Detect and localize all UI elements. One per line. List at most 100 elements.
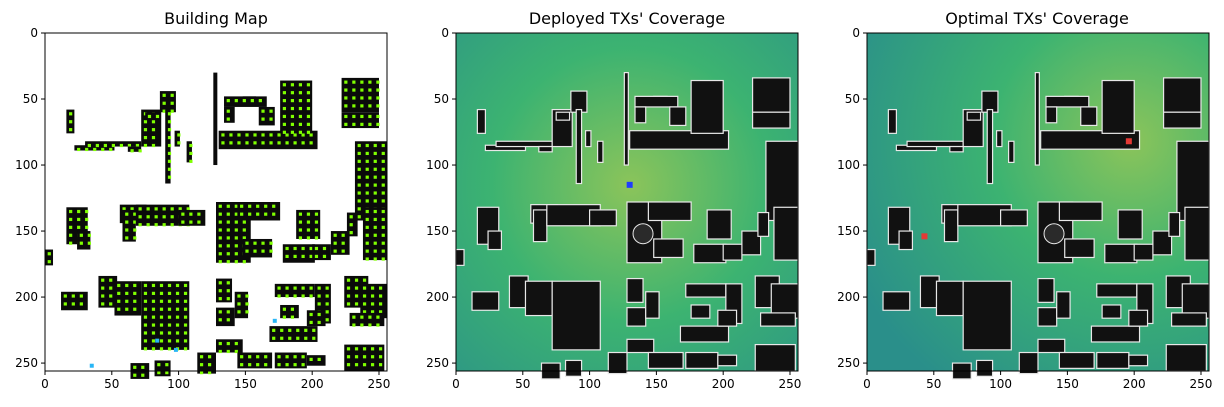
building bbox=[690, 79, 724, 134]
building bbox=[741, 230, 762, 256]
building bbox=[1162, 111, 1202, 129]
candidate-site bbox=[234, 349, 238, 354]
candidate-site bbox=[376, 88, 380, 92]
candidate-site bbox=[125, 299, 129, 303]
candidate-site bbox=[143, 299, 148, 303]
x-tick-label: 150 bbox=[234, 377, 257, 391]
building bbox=[588, 209, 617, 227]
y-tick-label: 150 bbox=[426, 224, 449, 238]
candidate-site bbox=[237, 133, 241, 137]
candidate-site bbox=[277, 286, 281, 290]
candidate-site bbox=[133, 228, 137, 232]
building bbox=[1101, 304, 1122, 319]
building bbox=[145, 112, 159, 121]
candidate-site bbox=[143, 347, 148, 351]
candidate-site bbox=[79, 241, 83, 245]
candidate-site bbox=[125, 228, 129, 232]
candidate-site bbox=[264, 363, 268, 367]
candidate-site bbox=[226, 117, 230, 121]
candidate-site bbox=[293, 254, 297, 259]
candidate-site bbox=[352, 122, 356, 126]
building bbox=[999, 209, 1028, 227]
highlight-site bbox=[173, 347, 178, 352]
candidate-site bbox=[314, 254, 319, 259]
candidate-site bbox=[157, 363, 161, 367]
building bbox=[1090, 325, 1141, 343]
candidate-site bbox=[183, 323, 188, 327]
candidate-site bbox=[130, 207, 134, 211]
building bbox=[1034, 72, 1040, 166]
transmitter-marker bbox=[626, 181, 633, 188]
candidate-site bbox=[357, 215, 361, 219]
candidate-site bbox=[301, 294, 305, 298]
candidate-site bbox=[218, 289, 222, 293]
candidate-site bbox=[85, 225, 89, 229]
candidate-site bbox=[362, 302, 367, 306]
candidate-site bbox=[143, 307, 148, 311]
candidate-site bbox=[177, 141, 181, 145]
building bbox=[962, 280, 1012, 351]
x-tick-label: 100 bbox=[578, 377, 601, 391]
candidate-site bbox=[117, 283, 121, 288]
candidate-site bbox=[354, 347, 359, 351]
building bbox=[564, 359, 583, 377]
candidate-site bbox=[207, 363, 212, 367]
candidate-site bbox=[370, 347, 375, 351]
candidate-site bbox=[373, 257, 377, 261]
candidate-site bbox=[151, 347, 156, 351]
candidate-site bbox=[101, 294, 105, 298]
candidate-site bbox=[309, 133, 313, 137]
candidate-site bbox=[159, 299, 164, 303]
candidate-site bbox=[290, 122, 295, 126]
candidate-site bbox=[151, 299, 156, 303]
building bbox=[751, 77, 791, 113]
candidate-site bbox=[237, 310, 241, 314]
candidate-site bbox=[306, 91, 311, 95]
candidate-site bbox=[282, 106, 286, 111]
candidate-site bbox=[125, 212, 129, 216]
candidate-site bbox=[250, 99, 254, 103]
building bbox=[626, 307, 647, 327]
candidate-site bbox=[368, 104, 372, 108]
candidate-site bbox=[226, 260, 230, 264]
candidate-site bbox=[365, 175, 369, 179]
candidate-site bbox=[226, 228, 230, 232]
candidate-site bbox=[306, 99, 311, 103]
candidate-site bbox=[181, 212, 185, 216]
candidate-site bbox=[167, 331, 172, 335]
candidate-site bbox=[277, 133, 281, 137]
candidate-site bbox=[133, 373, 137, 377]
candidate-site bbox=[183, 331, 188, 335]
building bbox=[1096, 283, 1138, 298]
building bbox=[1058, 351, 1095, 369]
candidate-site bbox=[103, 143, 107, 148]
building bbox=[551, 280, 601, 351]
candidate-site bbox=[272, 204, 276, 208]
candidate-site bbox=[151, 291, 156, 295]
candidate-site bbox=[93, 147, 97, 152]
candidate-site bbox=[183, 315, 188, 319]
candidate-site bbox=[133, 299, 137, 303]
candidate-site bbox=[189, 220, 193, 224]
candidate-site bbox=[234, 220, 238, 224]
candidate-site bbox=[309, 246, 313, 251]
candidate-site bbox=[264, 204, 268, 208]
candidate-site bbox=[309, 357, 313, 361]
candidate-site bbox=[237, 294, 241, 298]
candidate-site bbox=[378, 347, 383, 351]
candidate-site bbox=[346, 363, 351, 367]
x-tick-label: 0 bbox=[863, 377, 871, 391]
building bbox=[487, 230, 503, 251]
candidate-site bbox=[125, 236, 129, 240]
candidate-site bbox=[301, 254, 305, 259]
transmitter-marker bbox=[1125, 138, 1132, 145]
candidate-site bbox=[47, 260, 51, 264]
candidate-site bbox=[280, 328, 284, 332]
building bbox=[127, 146, 142, 152]
candidate-site bbox=[282, 114, 286, 119]
candidate-site bbox=[269, 133, 273, 137]
candidate-site bbox=[234, 228, 238, 232]
candidate-site bbox=[285, 254, 289, 259]
building bbox=[1037, 277, 1055, 303]
candidate-site bbox=[298, 99, 303, 103]
